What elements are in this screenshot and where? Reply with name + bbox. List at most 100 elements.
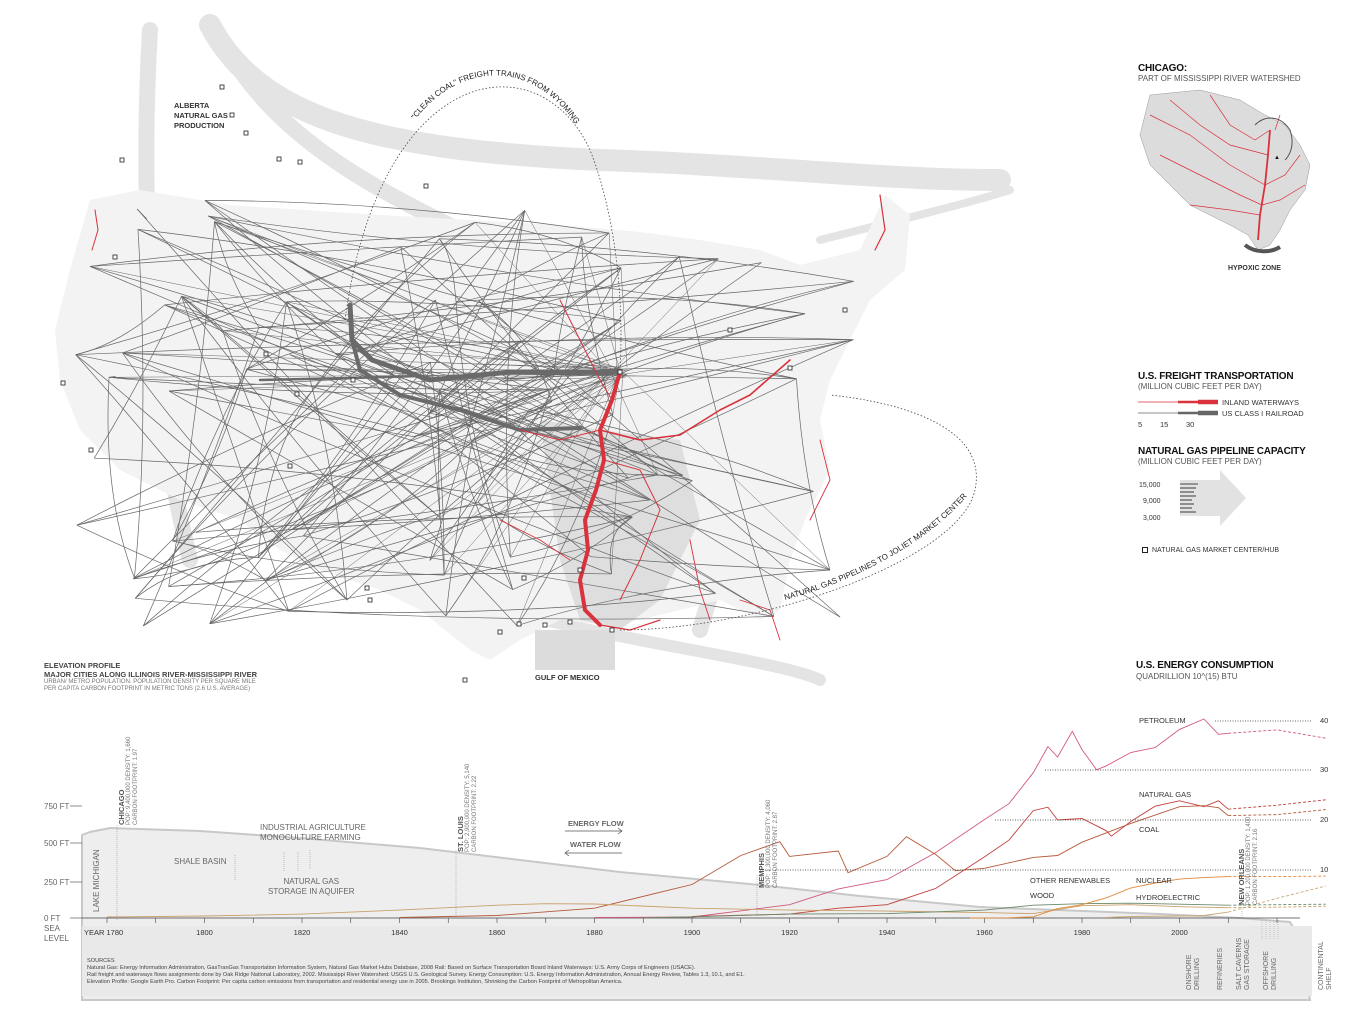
rail-line [433, 280, 854, 419]
rail-line [214, 221, 797, 380]
rail-line [164, 304, 693, 482]
rail-line [164, 258, 719, 306]
inset-title: CHICAGO: [1138, 63, 1187, 74]
gas-storage-label: NATURAL GAS STORAGE IN AQUIFER [268, 877, 355, 897]
year-label: 1800 [196, 928, 213, 937]
freight-legend-swatches [1138, 399, 1218, 416]
rail-line [89, 236, 582, 267]
rail-line [265, 501, 479, 581]
market-hub-icon [263, 351, 269, 357]
rail-line [503, 376, 616, 382]
freight-scale-15: 15 [1160, 420, 1169, 429]
rail-line [477, 501, 612, 575]
series-line-wood [106, 903, 1229, 918]
hypoxic-label: HYPOXIC ZONE [1228, 265, 1281, 272]
waterways-legend-label: INLAND WATERWAYS [1222, 398, 1299, 407]
rail-line [76, 339, 854, 526]
rail-network [75, 200, 854, 627]
sources-line: Natural Gas: Energy Information Administ… [87, 965, 696, 971]
rail-line [258, 299, 436, 558]
rail-line [529, 313, 806, 410]
rail-line [429, 412, 814, 492]
rail-line [209, 378, 797, 625]
rail-line [76, 417, 434, 526]
gas-legend-subtitle: (MILLION CUBIC FEET PER DAY) [1138, 457, 1262, 466]
year-label: 1820 [294, 928, 311, 937]
city-name: NEW ORLEANS [1237, 848, 1246, 905]
y-tick-0: 0 FT [44, 914, 61, 923]
rail-line [439, 238, 854, 282]
rail-line [510, 369, 613, 558]
series-projection-petroleum [1228, 729, 1326, 739]
rail-line [89, 232, 610, 267]
market-hub-icon [497, 629, 503, 635]
y-tick-250: 250 FT [44, 878, 70, 887]
y-tick-750: 750 FT [44, 802, 70, 811]
rail-line [516, 569, 831, 627]
rail-line [291, 258, 719, 530]
inset-rivers [1149, 94, 1306, 241]
freight-legend-subtitle: (MILLION CUBIC FEET PER DAY) [1138, 382, 1262, 391]
rail-line [471, 389, 551, 442]
elevation-subtitle: MAJOR CITIES ALONG ILLINOIS RIVER-MISSIS… [44, 670, 258, 679]
rail-line [400, 246, 659, 476]
rail-line [89, 266, 650, 501]
year-label: 1860 [489, 928, 506, 937]
rail-line [136, 208, 518, 626]
rail-line [443, 372, 624, 576]
market-hub-icon [88, 447, 94, 453]
market-hub-icon [516, 621, 522, 627]
rail-line [204, 200, 716, 594]
label-other-renewables: OTHER RENEWABLES [1030, 876, 1111, 885]
rail-line [608, 232, 617, 368]
city-carbon: CARBON FOOTPRINT: 2.22 [472, 775, 478, 852]
rail-line [181, 295, 224, 331]
rail-line [172, 368, 614, 542]
watershed-shape [1139, 89, 1311, 251]
rail-line [172, 540, 445, 576]
rail-line [172, 369, 247, 542]
series-line-other-renewables [1106, 911, 1229, 918]
rail-line [137, 229, 650, 501]
rail-line [246, 267, 622, 370]
gulf-label: GULF OF MEXICO [535, 673, 600, 682]
rail-line [433, 267, 622, 419]
elevation-title: ELEVATION PROFILE [44, 661, 121, 670]
year-label: 1900 [684, 928, 701, 937]
label-coal: COAL [1139, 825, 1160, 834]
rail-line [195, 389, 551, 533]
gas-storage-line: NATURAL GAS [283, 877, 340, 886]
sources-box [82, 926, 1312, 996]
shale-basin-label: SHALE BASIN [174, 857, 227, 866]
rail-line [246, 222, 476, 370]
rail-line [678, 256, 775, 617]
rail-line [75, 354, 348, 601]
rail-line [136, 208, 147, 220]
market-hub-icon [219, 84, 225, 90]
gas-storage-line: STORAGE IN AQUIFER [268, 887, 355, 896]
market-hub-icon [727, 327, 733, 333]
market-hub-icon [567, 619, 573, 625]
rail-line [76, 361, 431, 526]
coal-train-routes [258, 302, 623, 433]
rail-line [430, 362, 445, 576]
quad-tick-20: 20 [1320, 815, 1329, 824]
market-hub-icon [243, 130, 249, 136]
label-wood: WOOD [1030, 891, 1055, 900]
rail-line [181, 295, 441, 518]
market-hub-icon [276, 156, 282, 162]
rail-line [258, 280, 854, 328]
rail-line [474, 222, 613, 376]
rail-line [94, 457, 633, 518]
rail-line [135, 597, 774, 620]
label-offshore: OFFSHORE DRILLING [1263, 951, 1278, 990]
energy-elevation-chart: YEAR 1780 1800 1820 1840 1860 1880 1900 1920 194… [70, 718, 1326, 1001]
market-hub-icon [229, 112, 235, 118]
rail-line [445, 368, 616, 616]
rail-line [628, 474, 693, 482]
alberta-label: ALBERTA NATURAL GAS PRODUCTION [174, 101, 228, 131]
gas-legend-title: NATURAL GAS PIPELINE CAPACITY [1138, 446, 1306, 457]
us-freight-map: "CLEAN COAL" FREIGHT TRAINS FROM WYOMING… [55, 14, 1014, 686]
rail-line [122, 352, 831, 571]
market-hub-icon [350, 377, 356, 383]
